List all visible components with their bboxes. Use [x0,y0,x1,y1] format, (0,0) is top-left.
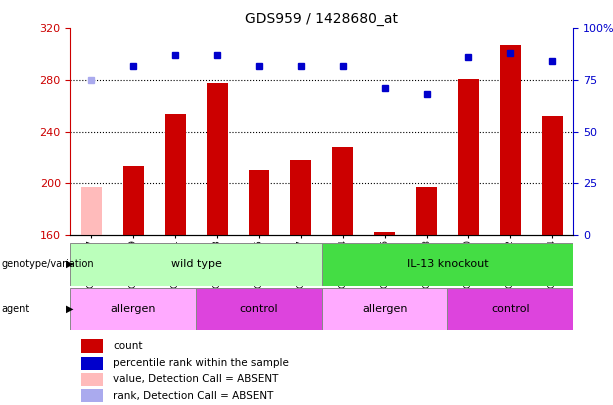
Bar [248,171,270,235]
Bar [81,187,102,235]
Bar [322,243,573,286]
Text: ▶: ▶ [66,259,74,269]
Text: value, Detection Call = ABSENT: value, Detection Call = ABSENT [113,375,278,384]
Bar [196,288,322,330]
Bar [416,187,437,235]
Bar [70,288,196,330]
Title: GDS959 / 1428680_at: GDS959 / 1428680_at [245,12,398,26]
Text: count: count [113,341,143,351]
Bar [165,113,186,235]
Bar [80,389,103,402]
Bar [291,160,311,235]
Bar [447,288,573,330]
Text: percentile rank within the sample: percentile rank within the sample [113,358,289,369]
Text: allergen: allergen [362,304,408,314]
Text: control: control [491,304,530,314]
Bar [322,288,447,330]
Bar [374,232,395,235]
Text: ▶: ▶ [66,304,74,314]
Bar [80,357,103,370]
Text: genotype/variation: genotype/variation [1,259,94,269]
Bar [80,373,103,386]
Text: control: control [240,304,278,314]
Bar [332,147,353,235]
Bar [123,166,144,235]
Bar [458,79,479,235]
Bar [500,45,521,235]
Text: wild type: wild type [171,259,221,269]
Text: rank, Detection Call = ABSENT: rank, Detection Call = ABSENT [113,390,273,401]
Text: IL-13 knockout: IL-13 knockout [406,259,489,269]
Bar [542,116,563,235]
Bar [207,83,227,235]
Bar [70,243,322,286]
Text: agent: agent [1,304,29,314]
Bar [80,339,103,352]
Text: allergen: allergen [110,304,156,314]
